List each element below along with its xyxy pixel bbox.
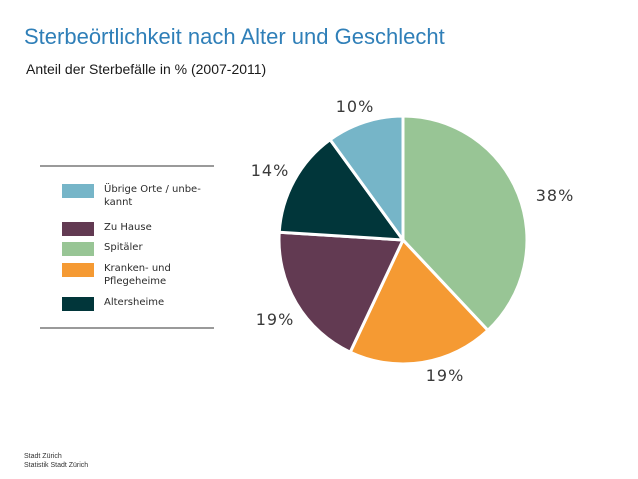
slice-percent-label: 10%	[336, 97, 375, 116]
slice-percent-label: 38%	[536, 186, 575, 205]
slice-percent-label: 19%	[256, 310, 295, 329]
legend-item: Zu Hause	[62, 221, 208, 236]
legend-swatch	[62, 242, 94, 256]
pie-slice	[401, 114, 529, 332]
legend-item: Spitäler	[62, 241, 208, 256]
footer: Stadt Zürich Statistik Stadt Zürich	[24, 452, 88, 470]
legend-label: Kranken- und Pflegeheime	[104, 263, 171, 287]
pie-slice	[277, 138, 405, 242]
slice-percent-label: 14%	[251, 161, 290, 180]
legend-label: Übrige Orte / unbe- kannt	[104, 184, 201, 208]
footer-organization: Stadt Zürich	[24, 453, 62, 460]
legend-swatch	[62, 297, 94, 311]
legend-swatch	[62, 263, 94, 277]
pie-slice	[348, 238, 490, 366]
legend-swatch	[62, 184, 94, 198]
chart-title: Sterbeörtlichkeit nach Alter und Geschle…	[24, 24, 445, 49]
slice-percent-label: 19%	[426, 366, 465, 385]
legend-label: Spitäler	[104, 242, 143, 253]
chart-subtitle: Anteil der Sterbefälle in % (2007-2011)	[26, 61, 267, 77]
legend-swatch	[62, 222, 94, 236]
legend-item: Altersheime	[62, 296, 208, 311]
pie-slice	[277, 230, 405, 354]
pie-slice	[328, 114, 405, 242]
legend-label: Altersheime	[104, 297, 165, 308]
legend-label: Zu Hause	[104, 222, 152, 233]
legend: Übrige Orte / unbe- kannt Zu Hause Spitäle…	[40, 165, 214, 329]
legend-item: Übrige Orte / unbe- kannt	[62, 183, 208, 209]
footer-department: Statistik Stadt Zürich	[24, 462, 89, 469]
legend-item: Kranken- und Pflegeheime	[62, 262, 208, 288]
